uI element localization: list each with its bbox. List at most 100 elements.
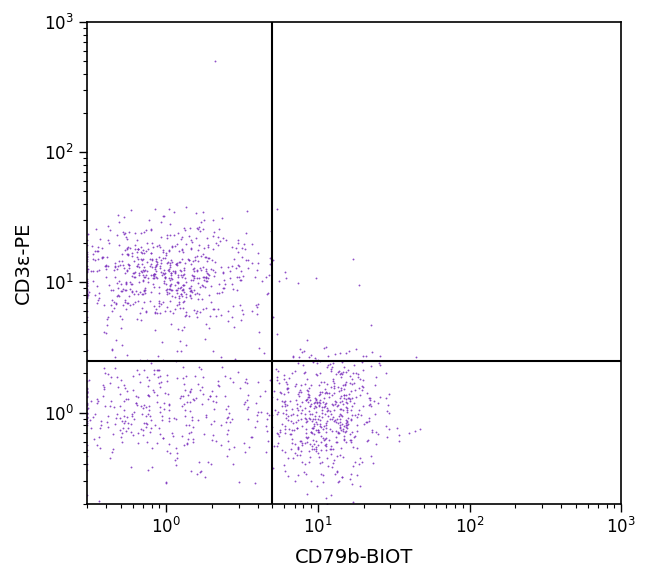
Point	[365, 393, 375, 403]
Point	[367, 428, 378, 437]
Point	[296, 408, 306, 417]
Point	[333, 367, 343, 376]
Point	[348, 255, 359, 264]
Point	[338, 380, 348, 389]
Point	[350, 410, 360, 419]
Point	[333, 400, 344, 410]
Point	[316, 422, 326, 432]
Point	[345, 475, 356, 484]
Point	[157, 211, 168, 221]
Point	[343, 419, 353, 429]
Point	[225, 266, 235, 275]
Point	[263, 436, 274, 446]
Point	[309, 403, 319, 413]
Point	[319, 377, 330, 386]
Point	[307, 357, 318, 367]
Point	[164, 266, 174, 275]
Point	[317, 457, 327, 467]
Point	[292, 400, 302, 409]
Point	[82, 292, 92, 302]
Point	[138, 277, 148, 286]
Point	[135, 356, 146, 365]
Point	[308, 423, 318, 432]
Point	[281, 406, 292, 415]
Point	[302, 489, 313, 498]
Point	[94, 265, 105, 274]
Point	[170, 267, 180, 276]
Point	[198, 272, 209, 281]
Point	[90, 409, 101, 418]
Point	[328, 413, 338, 422]
Point	[163, 389, 174, 398]
Point	[172, 346, 182, 356]
Point	[339, 390, 349, 399]
Point	[82, 235, 92, 244]
Point	[341, 397, 351, 407]
X-axis label: CD79b-BIOT: CD79b-BIOT	[295, 548, 413, 567]
Point	[194, 274, 204, 283]
Point	[161, 370, 172, 379]
Point	[82, 384, 92, 393]
Point	[92, 281, 103, 290]
Point	[375, 351, 385, 360]
Point	[151, 260, 162, 269]
Point	[114, 291, 124, 300]
Point	[162, 257, 173, 267]
Point	[163, 417, 174, 426]
Point	[328, 375, 338, 384]
Point	[207, 231, 218, 241]
Point	[207, 387, 217, 396]
Point	[127, 279, 137, 289]
Point	[250, 478, 260, 487]
Point	[280, 428, 290, 437]
Point	[148, 385, 158, 394]
Point	[136, 268, 147, 277]
Point	[159, 399, 169, 408]
Point	[121, 285, 131, 295]
Point	[162, 376, 172, 386]
Point	[315, 399, 326, 408]
Point	[174, 297, 184, 306]
Point	[92, 397, 103, 406]
Point	[210, 257, 220, 266]
Point	[283, 373, 294, 382]
Point	[138, 272, 149, 281]
Point	[133, 259, 143, 268]
Point	[203, 323, 214, 332]
Point	[217, 283, 228, 292]
Point	[337, 370, 347, 379]
Point	[216, 263, 226, 272]
Point	[259, 348, 269, 357]
Point	[105, 401, 116, 411]
Point	[282, 383, 293, 393]
Point	[173, 278, 183, 287]
Point	[339, 390, 349, 399]
Point	[337, 472, 347, 481]
Point	[262, 426, 272, 436]
Point	[182, 397, 192, 407]
Point	[142, 382, 153, 391]
Point	[181, 420, 191, 429]
Point	[138, 285, 149, 295]
Point	[175, 283, 185, 292]
Point	[158, 245, 168, 254]
Point	[188, 264, 198, 273]
Point	[265, 260, 275, 269]
Point	[161, 287, 172, 296]
Point	[194, 307, 205, 317]
Point	[243, 256, 254, 265]
Point	[184, 420, 194, 429]
Point	[357, 357, 367, 367]
Point	[266, 392, 277, 401]
Point	[347, 461, 358, 471]
Point	[309, 422, 320, 431]
Point	[333, 418, 344, 428]
Point	[320, 384, 330, 393]
Point	[203, 270, 214, 279]
Point	[159, 279, 169, 288]
Point	[266, 226, 276, 235]
Point	[168, 308, 178, 317]
Point	[177, 286, 188, 295]
Point	[227, 301, 238, 310]
Point	[383, 400, 393, 410]
